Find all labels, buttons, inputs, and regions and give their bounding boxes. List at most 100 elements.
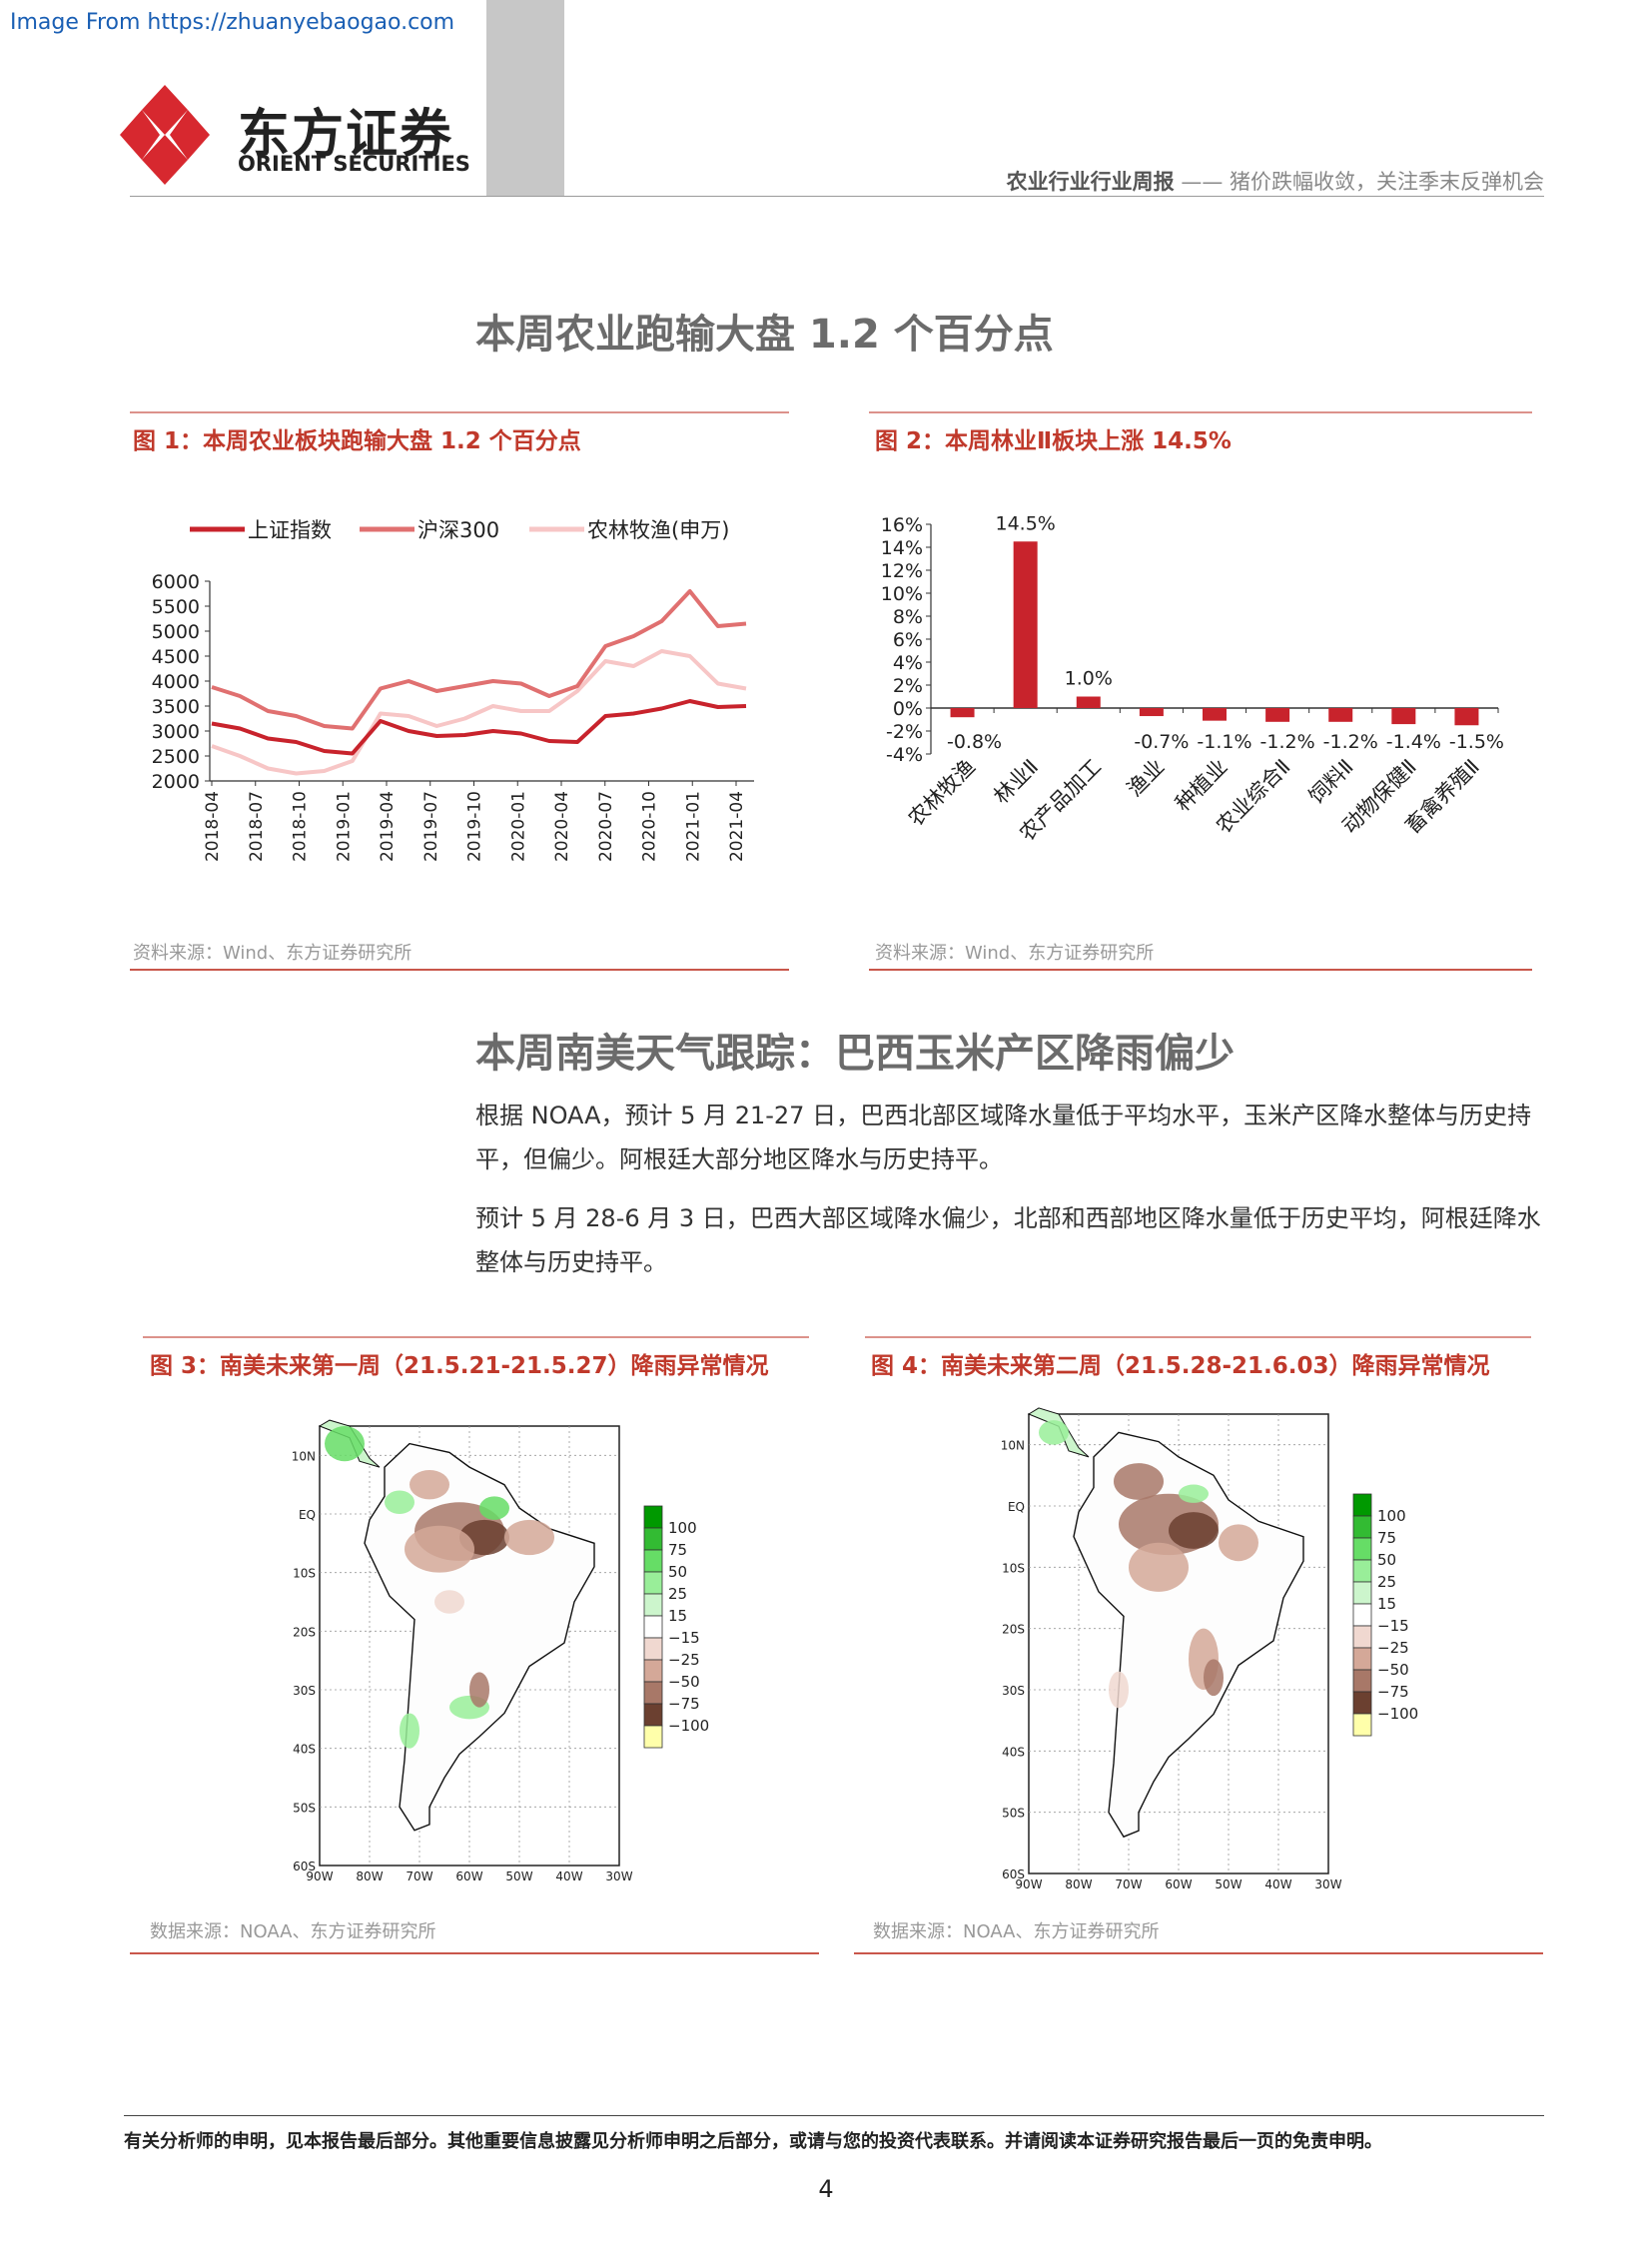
fig1-bottom-rule (130, 969, 789, 971)
y-tick-label: 2% (893, 675, 923, 697)
anomaly-region (1169, 1512, 1219, 1549)
fig2-bar-chart: 16%14%12%10%8%6%4%2%0%-2%-4% -0.8%农林牧渔 14.… (881, 512, 1504, 846)
fig1-source: 资料来源：Wind、东方证券研究所 (133, 943, 413, 964)
header-gray-bar (486, 0, 564, 196)
bar-6 (1265, 708, 1290, 722)
x-tick-label: 2019-04 (378, 791, 398, 862)
legend-swatch (1352, 1625, 1372, 1649)
report-subtitle: 猪价跌幅收敛，关注季末反弹机会 (1230, 170, 1544, 194)
data-label-9: -1.5% (1449, 731, 1504, 753)
watermark-link[interactable]: Image From https://zhuanyebaogao.com (10, 10, 455, 35)
legend-swatch (643, 1703, 663, 1727)
legend-label: −25 (668, 1651, 700, 1669)
lon-label: 60W (455, 1869, 482, 1883)
lat-label: 30S (293, 1684, 316, 1698)
lat-label: 10N (292, 1449, 316, 1463)
fig2-source: 资料来源：Wind、东方证券研究所 (875, 943, 1155, 964)
data-label-5: -1.1% (1197, 731, 1251, 753)
lat-label: 10S (1002, 1561, 1025, 1575)
brand-name-cn: 东方证券 (238, 105, 454, 165)
x-tick-label: 2020-01 (508, 791, 528, 862)
anomaly-region (469, 1672, 489, 1708)
y-tick-label: 12% (881, 560, 923, 582)
y-tick-label: 4500 (152, 646, 200, 668)
anomaly-region (1219, 1524, 1258, 1562)
legend-label: 25 (1377, 1573, 1396, 1591)
category-label-4: 渔业 (1123, 755, 1170, 802)
bar-3 (1076, 696, 1101, 708)
footer-divider (124, 2115, 1544, 2116)
category-label-1: 农林牧渔 (904, 755, 980, 831)
y-tick-label: 5000 (152, 621, 200, 643)
anomaly-region (1204, 1659, 1224, 1697)
y-tick-label: 2000 (152, 771, 200, 793)
fig3-top-rule (143, 1336, 809, 1338)
x-tick-label: 2020-04 (552, 791, 572, 862)
bar-7 (1328, 708, 1353, 722)
legend-label-3: 农林牧渔(申万) (587, 518, 729, 542)
fig2-bottom-rule (869, 969, 1532, 971)
legend-swatch (643, 1637, 663, 1661)
lat-label: 60S (293, 1860, 316, 1873)
section-title-1: 本周农业跑输大盘 1.2 个百分点 (475, 312, 1054, 358)
fig1-line-chart: 上证指数 沪深300 农林牧渔(申万) 6000 5500 5000 4500 4000 350… (152, 518, 754, 862)
legend-swatch (1352, 1669, 1372, 1693)
lon-label: 90W (306, 1869, 333, 1883)
lat-label: EQ (299, 1508, 316, 1522)
legend-label: 15 (1377, 1595, 1396, 1613)
legend-label: 100 (668, 1519, 697, 1537)
lat-label: 10S (293, 1567, 316, 1581)
data-label-4: -0.7% (1134, 731, 1189, 753)
anomaly-region (504, 1519, 554, 1556)
lon-label: 40W (1264, 1877, 1291, 1891)
section-title-2: 本周南美天气跟踪：巴西玉米产区降雨偏少 (475, 1031, 1235, 1077)
series-line-1 (211, 699, 747, 756)
lon-label: 40W (555, 1869, 582, 1883)
legend-label: −100 (1377, 1705, 1418, 1723)
orient-logo-icon (120, 85, 210, 185)
legend-swatch (1352, 1603, 1372, 1627)
legend-label: 75 (668, 1541, 687, 1559)
x-tick-label: 2021-01 (683, 791, 703, 862)
x-tick-label: 2018-10 (291, 791, 311, 862)
data-label-3: 1.0% (1065, 668, 1113, 690)
x-tick-label: 2021-04 (727, 791, 747, 862)
y-tick-label: 4000 (152, 671, 200, 693)
legend-label: 50 (668, 1563, 687, 1581)
fig2-top-rule (869, 411, 1532, 413)
y-tick-label: -2% (886, 721, 923, 743)
lon-label: 80W (1065, 1877, 1092, 1891)
lat-label: 60S (1002, 1868, 1025, 1881)
bar-1 (950, 708, 975, 718)
x-tick-label: 2019-10 (465, 791, 485, 862)
fig4-top-rule (865, 1336, 1531, 1338)
legend-label: −50 (668, 1673, 700, 1691)
y-tick-label: 6000 (152, 571, 200, 593)
anomaly-region (400, 1713, 419, 1749)
y-tick-label: 16% (881, 514, 923, 536)
anomaly-region (325, 1426, 365, 1462)
x-tick-label: 2018-04 (203, 791, 223, 862)
y-tick-label: 10% (881, 583, 923, 605)
report-type: 农业行业行业周报 (1006, 170, 1175, 194)
paragraph-2: 预计 5 月 28-6 月 3 日，巴西大部区域降水偏少，北部和西部地区降水量低… (475, 1204, 1541, 1276)
legend-swatch (643, 1615, 663, 1639)
lat-label: 50S (293, 1801, 316, 1815)
legend-swatch (1352, 1493, 1372, 1517)
legend-swatch (643, 1571, 663, 1595)
legend-label: −75 (1377, 1683, 1409, 1701)
legend-label: 25 (668, 1585, 687, 1603)
fig2-title: 图 2：本周林业Ⅱ板块上涨 14.5% (875, 428, 1232, 454)
header-divider (130, 196, 1544, 197)
y-tick-label: 3500 (152, 696, 200, 718)
anomaly-region (1129, 1542, 1189, 1592)
lon-label: 30W (605, 1869, 632, 1883)
legend-label: −15 (668, 1629, 700, 1647)
legend-swatch (1352, 1691, 1372, 1715)
fig3-source: 数据来源：NOAA、东方证券研究所 (150, 1921, 436, 1942)
lon-label: 60W (1165, 1877, 1192, 1891)
data-label-7: -1.2% (1323, 731, 1378, 753)
legend-swatch (643, 1527, 663, 1551)
page-number: 4 (818, 2175, 834, 2203)
